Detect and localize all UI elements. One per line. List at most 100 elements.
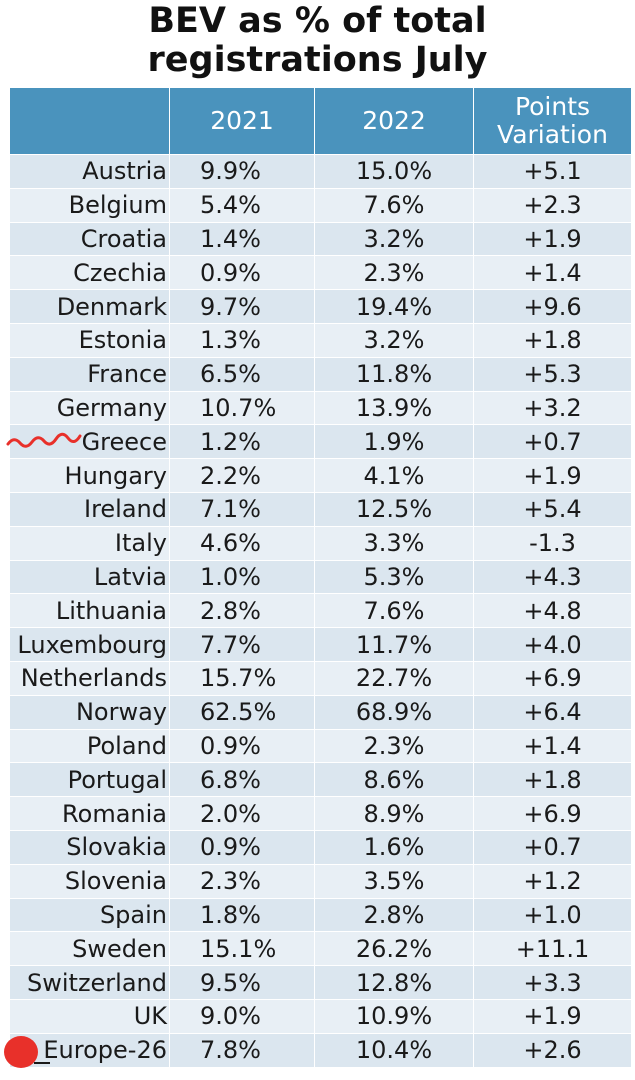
cell-country: Ireland <box>83 495 167 524</box>
cell-points-variation: +6.9 <box>473 661 631 695</box>
cell-country: Belgium <box>68 191 167 220</box>
table-row: Switzerland 9.5% 12.8% +3.3 <box>10 965 631 999</box>
cell-points-variation: +11.1 <box>473 932 631 966</box>
cell-points-variation: +4.3 <box>473 560 631 594</box>
cell-2021: 1.8% <box>169 898 314 932</box>
cell-2021: 2.2% <box>169 459 314 492</box>
cell-2022: 2.3% <box>314 256 473 290</box>
cell-country: Luxembourg <box>17 630 167 659</box>
cell-2021: 2.8% <box>169 594 314 628</box>
header-points-variation: Points Variation <box>473 88 631 154</box>
cell-2021: 1.4% <box>169 222 314 256</box>
cell-2021: 9.7% <box>169 290 314 323</box>
cell-2022: 7.6% <box>314 594 473 628</box>
header-variation-line-2: Variation <box>497 120 608 149</box>
table-row: Lithuania 2.8% 7.6% +4.8 <box>10 593 631 628</box>
cell-2021: 0.9% <box>169 729 314 763</box>
cell-country: Germany <box>56 393 167 422</box>
cell-points-variation: +4.0 <box>473 628 631 661</box>
cell-country: Spain <box>99 900 167 929</box>
cell-2021: 9.9% <box>169 155 314 188</box>
chart-title-line-2: registrations July <box>147 40 488 80</box>
cell-country: Estonia <box>78 326 167 355</box>
cell-country: UK <box>133 1002 167 1031</box>
cell-2022: 15.0% <box>314 155 473 188</box>
table-row: Croatia 1.4% 3.2% +1.9 <box>10 221 631 256</box>
table-row: Europe-26 7.8% 10.4% +2.6 <box>10 1032 631 1067</box>
cell-2022: 11.7% <box>314 628 473 661</box>
table-row: Germany 10.7% 13.9% +3.2 <box>10 390 631 425</box>
cell-country: Slovakia <box>66 833 167 862</box>
table-row: Portugal 6.8% 8.6% +1.8 <box>10 762 631 797</box>
cell-country: Norway <box>75 698 167 727</box>
cell-2021: 7.7% <box>169 628 314 661</box>
cell-points-variation: +1.8 <box>473 763 631 797</box>
table-header: 2021 2022 Points Variation <box>10 88 631 154</box>
cell-points-variation: +6.9 <box>473 797 631 830</box>
cell-2022: 10.4% <box>314 1033 473 1067</box>
cell-points-variation: +2.6 <box>473 1033 631 1067</box>
cell-2021: 1.0% <box>169 560 314 594</box>
cell-country: Denmark <box>56 292 167 321</box>
cell-2022: 5.3% <box>314 560 473 594</box>
cell-2021: 1.3% <box>169 323 314 357</box>
cell-points-variation: +1.0 <box>473 898 631 932</box>
table-row: Slovenia 2.3% 3.5% +1.2 <box>10 863 631 898</box>
cell-points-variation: +1.8 <box>473 323 631 357</box>
table-row: Sweden 15.1% 26.2% +11.1 <box>10 931 631 966</box>
cell-country: Sweden <box>72 934 167 963</box>
cell-2021: 15.7% <box>169 661 314 695</box>
table-row: Belgium 5.4% 7.6% +2.3 <box>10 187 631 222</box>
table-row: France 6.5% 11.8% +5.3 <box>10 356 631 391</box>
cell-2022: 2.8% <box>314 898 473 932</box>
cell-points-variation: +9.6 <box>473 290 631 323</box>
cell-2022: 3.2% <box>314 323 473 357</box>
cell-2021: 7.8% <box>169 1033 314 1067</box>
cell-2021: 9.5% <box>169 966 314 999</box>
table-row: Luxembourg 7.7% 11.7% +4.0 <box>10 627 631 661</box>
cell-country: Italy <box>114 529 167 558</box>
table-row: Ireland 7.1% 12.5% +5.4 <box>10 491 631 526</box>
table-row: Romania 2.0% 8.9% +6.9 <box>10 796 631 830</box>
cell-country: Croatia <box>80 224 167 253</box>
cell-points-variation: +0.7 <box>473 425 631 459</box>
table-row: Poland 0.9% 2.3% +1.4 <box>10 728 631 763</box>
cell-2021: 7.1% <box>169 492 314 526</box>
cell-2021: 0.9% <box>169 256 314 290</box>
cell-2021: 4.6% <box>169 526 314 560</box>
cell-2022: 10.9% <box>314 999 473 1033</box>
data-table: 2021 2022 Points Variation Austria 9.9% 15… <box>10 88 631 1067</box>
cell-2021: 15.1% <box>169 932 314 966</box>
table-row: Norway 62.5% 68.9% +6.4 <box>10 694 631 729</box>
header-variation-line-1: Points <box>514 92 591 121</box>
cell-country: Portugal <box>67 765 167 794</box>
cell-2022: 3.3% <box>314 526 473 560</box>
table-row: Denmark 9.7% 19.4% +9.6 <box>10 289 631 323</box>
cell-country: Netherlands <box>20 664 167 693</box>
cell-points-variation: +4.8 <box>473 594 631 628</box>
cell-2021: 6.5% <box>169 357 314 391</box>
cell-country: Greece <box>81 427 167 456</box>
table-row: Estonia 1.3% 3.2% +1.8 <box>10 322 631 357</box>
table-row: Spain 1.8% 2.8% +1.0 <box>10 897 631 932</box>
cell-points-variation: +5.1 <box>473 155 631 188</box>
cell-2022: 3.5% <box>314 864 473 898</box>
cell-country: Romania <box>62 799 167 828</box>
cell-2021: 0.9% <box>169 830 314 864</box>
cell-2022: 8.6% <box>314 763 473 797</box>
cell-2022: 13.9% <box>314 391 473 425</box>
red-squiggle-mark <box>6 432 82 448</box>
header-country <box>10 88 169 154</box>
cell-2022: 11.8% <box>314 357 473 391</box>
table-row: Hungary 2.2% 4.1% +1.9 <box>10 458 631 492</box>
cell-2021: 9.0% <box>169 999 314 1033</box>
cell-2021: 5.4% <box>169 188 314 222</box>
cell-points-variation: +2.3 <box>473 188 631 222</box>
cell-2021: 2.3% <box>169 864 314 898</box>
cell-2021: 1.2% <box>169 425 314 459</box>
cell-points-variation: +1.9 <box>473 459 631 492</box>
cell-2022: 12.8% <box>314 966 473 999</box>
cell-points-variation: +1.9 <box>473 222 631 256</box>
cell-2021: 62.5% <box>169 695 314 729</box>
cell-2021: 6.8% <box>169 763 314 797</box>
